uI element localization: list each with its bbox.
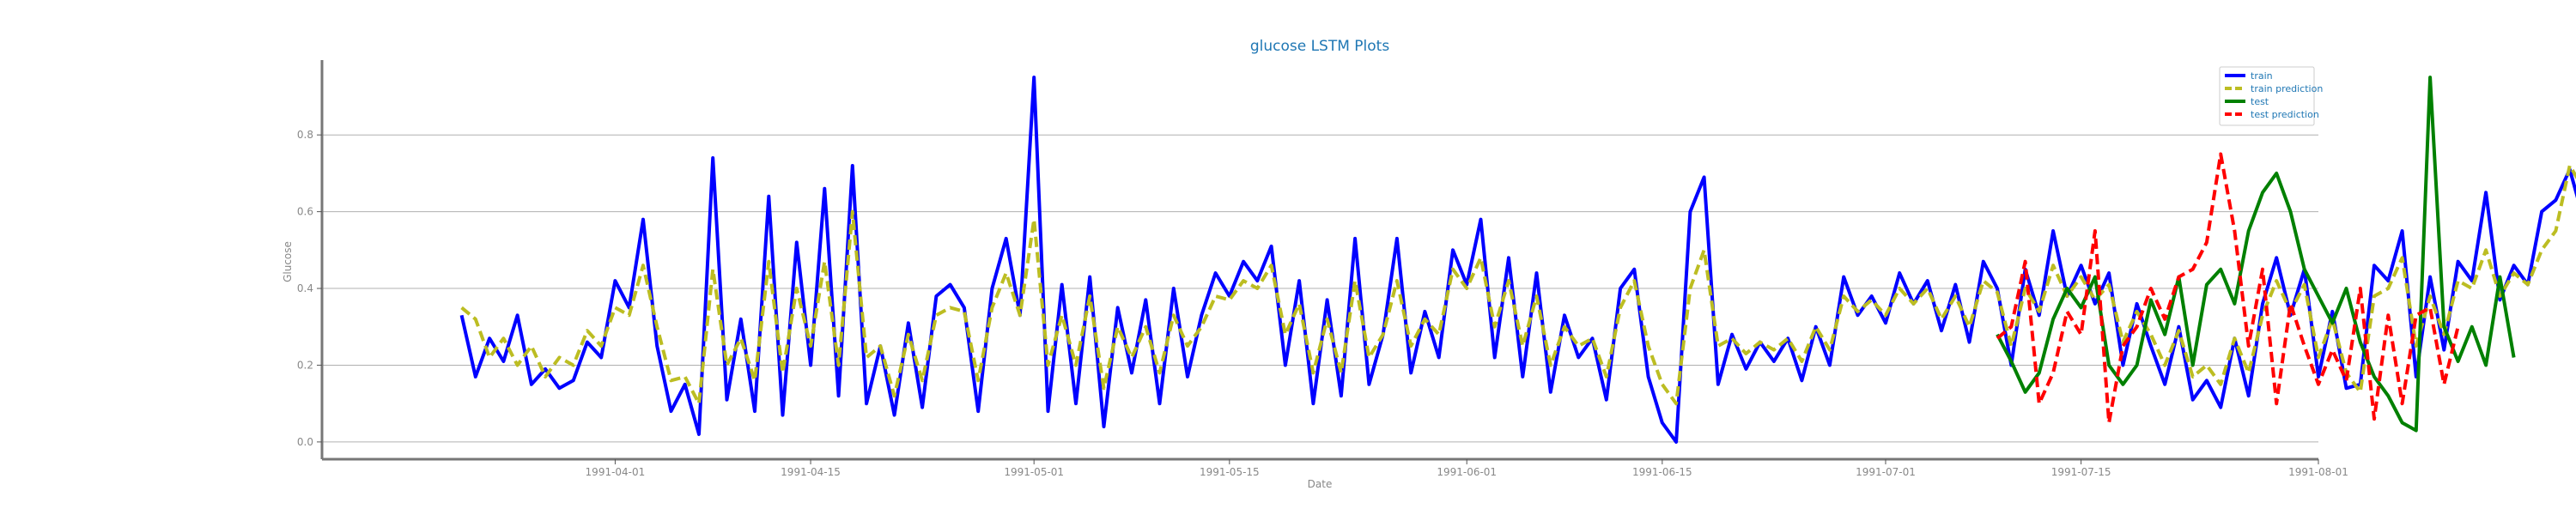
series-layer bbox=[459, 76, 2576, 444]
legend-label: train prediction bbox=[2251, 83, 2323, 94]
series-line-train bbox=[459, 76, 2576, 444]
x-tick-label: 1991-07-15 bbox=[2051, 466, 2111, 478]
x-tick-label: 1991-06-01 bbox=[1437, 466, 1497, 478]
x-tick-label: 1991-04-15 bbox=[781, 466, 841, 478]
legend-label: test bbox=[2251, 96, 2269, 107]
y-tick-label: 0.2 bbox=[297, 359, 313, 371]
y-axis-label: Glucose bbox=[282, 241, 294, 282]
y-tick-label: 0.6 bbox=[297, 206, 313, 218]
x-axis-label: Date bbox=[1308, 478, 1333, 490]
x-tick-label: 1991-06-15 bbox=[1632, 466, 1692, 478]
axes-layer bbox=[320, 60, 2318, 461]
x-tick-label: 1991-05-01 bbox=[1004, 466, 1064, 478]
series-line-test-prediction bbox=[1996, 152, 2460, 425]
x-tick-label: 1991-05-15 bbox=[1200, 466, 1260, 478]
legend-label: test prediction bbox=[2251, 109, 2319, 120]
tick-layer: 0.0 0.2 0.4 0.6 0.8 1991-04-01 1991-04-15 1991-… bbox=[297, 129, 2348, 478]
x-tick-label: 1991-07-01 bbox=[1856, 466, 1916, 478]
y-tick-label: 0.8 bbox=[297, 129, 313, 141]
y-tick-label: 0.4 bbox=[297, 282, 313, 294]
x-tick-label: 1991-04-01 bbox=[586, 466, 646, 478]
y-tick-label: 0.0 bbox=[297, 436, 313, 448]
series-line-test bbox=[1996, 76, 2516, 433]
x-tick-label: 1991-08-01 bbox=[2288, 466, 2348, 478]
chart-title: glucose LSTM Plots bbox=[1250, 38, 1390, 55]
legend-box bbox=[2219, 66, 2315, 126]
legend-label: train bbox=[2251, 70, 2273, 82]
grid-layer bbox=[322, 134, 2318, 443]
